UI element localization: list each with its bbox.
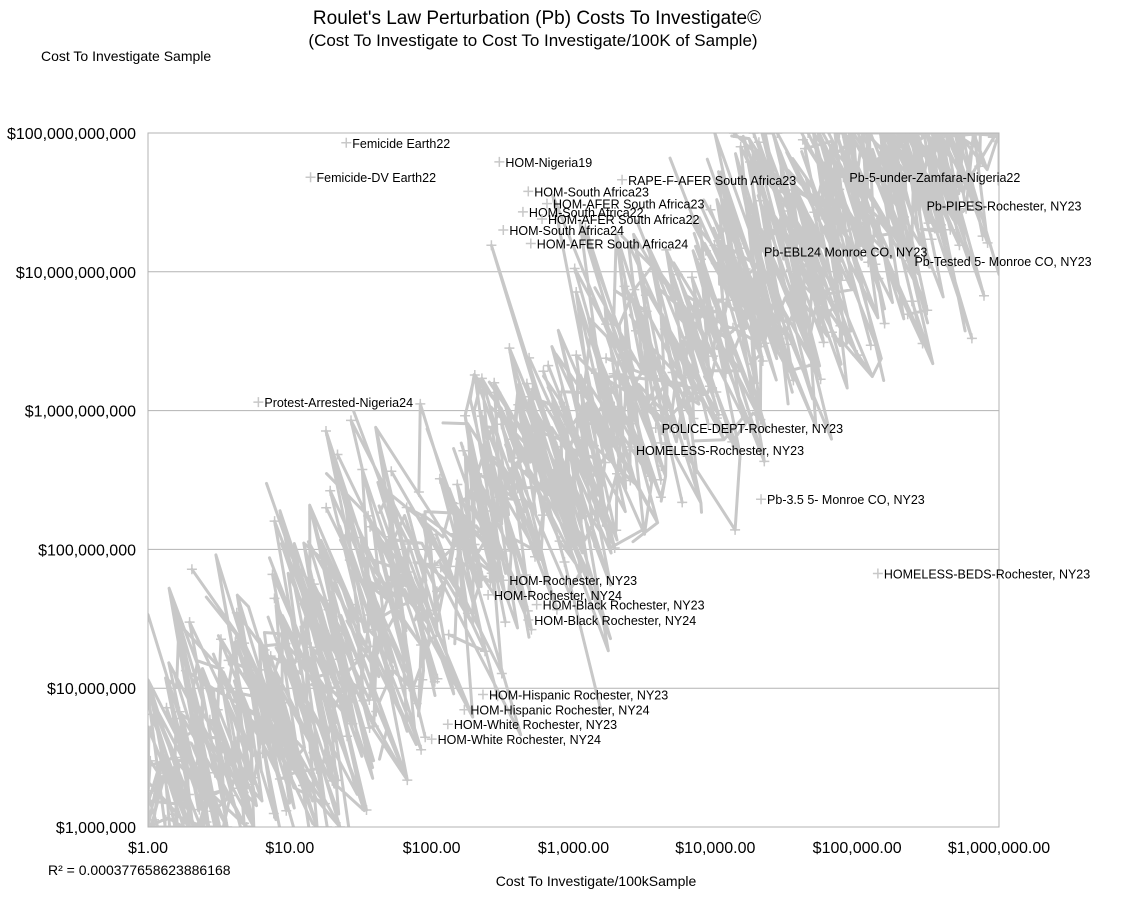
data-point-label: HOM-South Africa24 xyxy=(509,224,624,238)
x-tick-label: $10,000.00 xyxy=(675,840,755,857)
data-point-marker xyxy=(537,214,548,225)
data-point-label: HOM-AFER South Africa22 xyxy=(548,213,699,227)
x-tick-label: $100,000.00 xyxy=(813,840,902,857)
data-point-label: Pb-EBL24 Monroe CO, NY23 xyxy=(764,246,927,260)
data-point-label: HOM-Hispanic Rochester, NY24 xyxy=(470,704,649,718)
data-point-marker xyxy=(617,174,628,185)
data-point-label: HOM-Black Rochester, NY23 xyxy=(543,599,705,613)
data-point-marker xyxy=(442,719,453,730)
data-point-label: HOM-AFER South Africa23 xyxy=(553,198,704,212)
data-point-label: POLICE-DEPT-Rochester, NY23 xyxy=(662,422,843,436)
data-point-label: HOMELESS-BEDS-Rochester, NY23 xyxy=(884,568,1090,582)
data-point-label: Femicide Earth22 xyxy=(352,137,450,151)
point-labels: Femicide Earth22 Femicide-DV Earth22 HOM-N… xyxy=(253,137,1092,747)
x-tick-labels: $1.00 $10.00 $100.00 $1,000.00 $10,000.00 $10… xyxy=(128,840,1050,857)
data-point-marker xyxy=(756,494,767,505)
data-point-marker xyxy=(426,734,437,745)
data-point-label: HOM-Nigeria19 xyxy=(505,156,592,170)
data-point-label: HOM-South Africa22 xyxy=(529,206,644,220)
data-point-marker xyxy=(903,255,914,266)
data-point-marker xyxy=(915,200,926,211)
data-point-label: HOM-South Africa23 xyxy=(534,185,649,199)
data-point-label: Protest-Arrested-Nigeria24 xyxy=(264,396,413,410)
y-tick-label: $1,000,000,000 xyxy=(25,404,136,421)
data-point-marker xyxy=(523,186,534,197)
data-cloud xyxy=(148,133,999,827)
r-squared-label: R² = 0.000377658623886168 xyxy=(48,862,231,878)
data-point-label: HOM-Rochester, NY23 xyxy=(509,574,637,588)
y-axis-title: Cost To Investigate Sample xyxy=(41,48,211,64)
y-tick-labels: $1,000,000 $10,000,000 $100,000,000 $1,000,… xyxy=(7,126,136,837)
data-point-marker xyxy=(483,589,494,600)
data-point-marker xyxy=(541,198,552,209)
data-point-marker xyxy=(477,689,488,700)
data-point-marker xyxy=(838,172,849,183)
data-point-marker xyxy=(498,575,509,586)
data-point-marker xyxy=(525,238,536,249)
x-tick-label: $1.00 xyxy=(128,840,168,857)
data-point-marker xyxy=(517,206,528,217)
data-point-marker xyxy=(305,172,316,183)
y-tick-label: $10,000,000 xyxy=(47,681,136,698)
data-point-marker xyxy=(624,445,635,456)
data-point-marker xyxy=(872,568,883,579)
data-point-marker xyxy=(498,225,509,236)
data-point-label: Femicide-DV Earth22 xyxy=(317,171,437,185)
x-tick-label: $1,000.00 xyxy=(538,840,609,857)
x-tick-label: $10.00 xyxy=(265,840,314,857)
data-point-marker xyxy=(459,704,470,715)
data-point-marker xyxy=(341,137,352,148)
y-tick-label: $10,000,000,000 xyxy=(16,265,136,282)
data-point-label: HOM-Black Rochester, NY24 xyxy=(534,614,696,628)
chart-subtitle: (Cost To Investigate to Cost To Investig… xyxy=(308,31,757,50)
x-tick-label: $1,000,000.00 xyxy=(948,840,1050,857)
data-point-label: Pb-Tested 5- Monroe CO, NY23 xyxy=(914,255,1091,269)
data-point-label: HOM-AFER South Africa24 xyxy=(537,237,688,251)
data-point-label: HOM-White Rochester, NY23 xyxy=(454,718,617,732)
data-point-label: HOM-Rochester, NY24 xyxy=(494,589,622,603)
data-point-marker xyxy=(531,599,542,610)
data-point-label: Pb-PIPES-Rochester, NY23 xyxy=(927,200,1082,214)
data-point-label: RAPE-F-AFER South Africa23 xyxy=(628,174,796,188)
x-tick-label: $100.00 xyxy=(403,840,461,857)
data-point-marker xyxy=(253,397,264,408)
y-tick-label: $100,000,000,000 xyxy=(7,126,136,143)
data-point-label: HOMELESS-Rochester, NY23 xyxy=(636,444,804,458)
chart-title: Roulet's Law Perturbation (Pb) Costs To … xyxy=(313,8,761,29)
data-point-label: HOM-White Rochester, NY24 xyxy=(438,733,601,747)
plot-frame xyxy=(147,132,1000,828)
series-markers xyxy=(148,133,999,827)
data-point-marker xyxy=(523,614,534,625)
data-point-marker xyxy=(494,156,505,167)
data-point-label: HOM-Hispanic Rochester, NY23 xyxy=(489,689,668,703)
data-point-marker xyxy=(650,422,661,433)
y-tick-label: $100,000,000 xyxy=(38,542,136,559)
data-point-label: Pb-3.5 5- Monroe CO, NY23 xyxy=(767,493,925,507)
data-point-label: Pb-5-under-Zamfara-Nigeria22 xyxy=(849,171,1020,185)
x-axis-title: Cost To Investigate/100kSample xyxy=(496,873,697,889)
y-tick-label: $1,000,000 xyxy=(56,820,136,837)
data-point-marker xyxy=(753,246,764,257)
